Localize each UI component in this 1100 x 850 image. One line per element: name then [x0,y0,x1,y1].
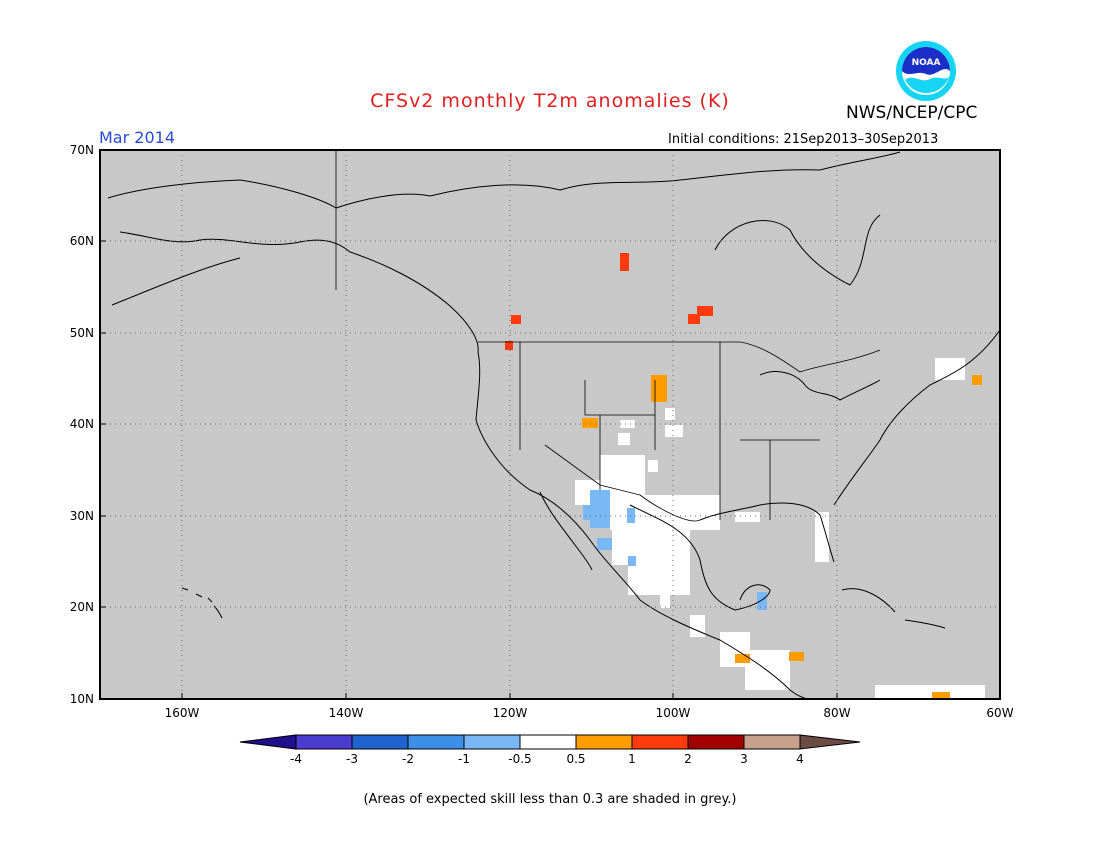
colorbar-segment [407,734,465,750]
colorbar-label: -3 [346,752,358,766]
skill-footnote: (Areas of expected skill less than 0.3 a… [363,792,737,807]
lon-tick: 120W [493,706,528,720]
colorbar-label: -2 [402,752,414,766]
colorbar-label: 3 [740,752,748,766]
lat-tick: 30N [70,509,94,523]
latitude-axis: 70N 60N 50N 40N 30N 20N 10N [70,143,94,706]
graticule [100,150,1000,699]
colorbar-segment [575,734,633,750]
colorbar-labels: -4 -3 -2 -1 -0.5 0.5 1 2 3 4 [290,752,804,766]
lat-tick: 70N [70,143,94,157]
lat-tick: 60N [70,234,94,248]
organization-label: NWS/NCEP/CPC [846,103,978,123]
colorbar-label: 1 [628,752,636,766]
chart-title: CFSv2 monthly T2m anomalies (K) [370,90,730,112]
colorbar-label: 2 [684,752,692,766]
initial-conditions-label: Initial conditions: 21Sep2013–30Sep2013 [668,132,939,147]
colorbar-label: -0.5 [508,752,531,766]
colorbar-label: -4 [290,752,302,766]
coastlines [107,151,1000,699]
lon-tick: 80W [823,706,850,720]
colorbar-label: -1 [458,752,470,766]
colorbar-segment [295,734,353,750]
target-month-label: Mar 2014 [99,128,175,147]
colorbar-segment [743,734,801,750]
colorbar-segment [687,734,745,750]
lat-tick: 50N [70,326,94,340]
lat-tick: 10N [70,692,94,706]
colorbar-right-triangle [799,734,861,750]
lon-tick: 160W [165,706,200,720]
colorbar-segment [463,734,521,750]
lon-tick: 100W [656,706,691,720]
anomaly-cells [505,253,985,699]
longitude-axis: 160W 140W 120W 100W 80W 60W [165,706,1014,720]
colorbar-segment [519,734,577,750]
lon-tick: 140W [329,706,364,720]
political-borders [335,150,881,522]
latitude-tick-marks [100,240,838,699]
colorbar-segment [351,734,409,750]
colorbar-label: 4 [796,752,804,766]
lon-tick: 60W [986,706,1013,720]
colorbar-label: 0.5 [566,752,585,766]
colorbar-left-triangle [239,734,297,750]
colorbar-segment [631,734,689,750]
colorbar: -4 -3 -2 -1 -0.5 0.5 1 2 3 4 [239,734,861,766]
lat-tick: 40N [70,417,94,431]
lat-tick: 20N [70,600,94,614]
noaa-logo-text: NOAA [912,58,941,68]
noaa-logo: NOAA [895,40,957,102]
